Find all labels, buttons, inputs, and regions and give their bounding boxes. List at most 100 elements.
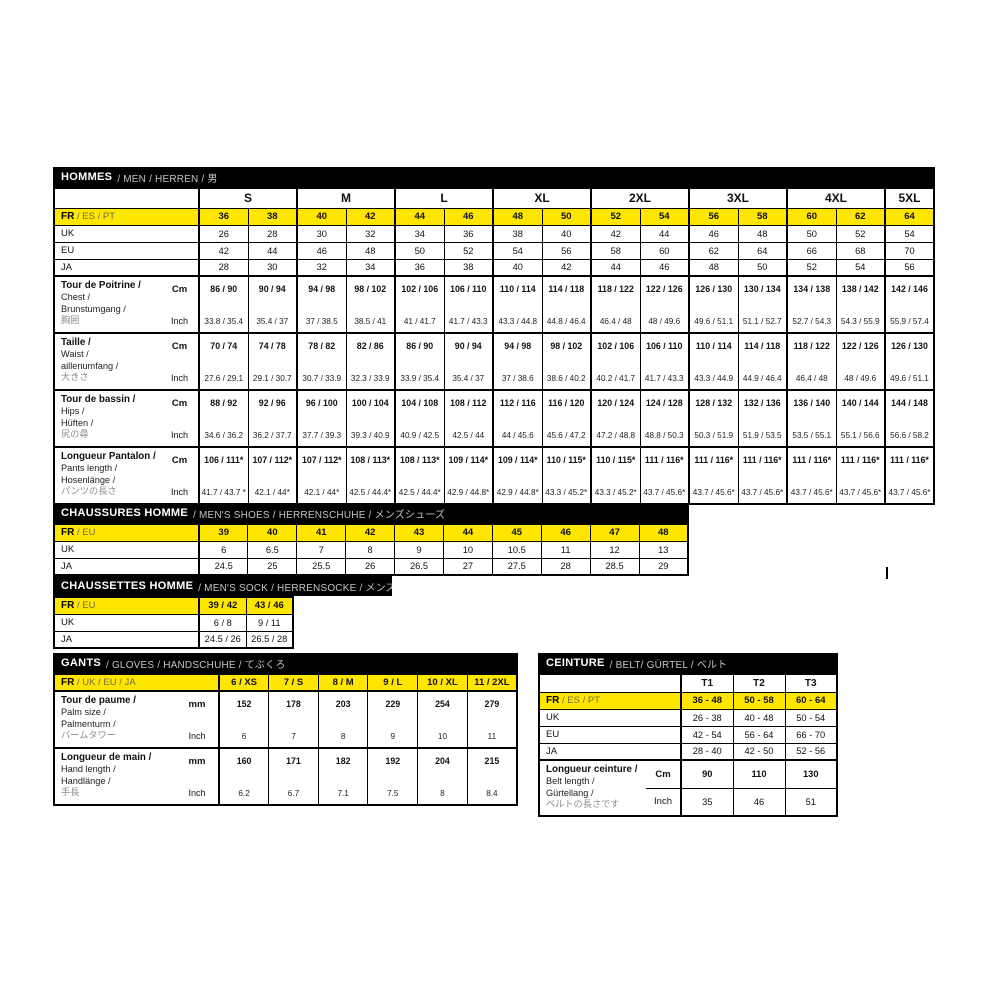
belt-ja-label-cell: JA: [538, 742, 682, 761]
two-line-value: 128 / 132 50.3 / 51.9: [691, 392, 737, 446]
eu-value-cell: 60: [639, 241, 690, 260]
fr-size-cell: 58: [737, 207, 788, 226]
belt-header-bar: CEINTURE / BELT/ GÜRTEL / ベルト: [538, 653, 838, 673]
shoes-value-cell: 12: [589, 540, 640, 559]
top-value: 254: [435, 699, 450, 709]
belt-subtitle: / BELT/ GÜRTEL / ベルト: [609, 659, 728, 671]
bottom-value: 42.9 / 44.8*: [496, 488, 539, 497]
top-value: Cm: [171, 398, 188, 409]
belt-cm-unit-cell: Cm: [646, 759, 682, 789]
glove-size-cell: 7 / S: [268, 673, 319, 692]
bottom-value: 42.5 / 44: [452, 431, 485, 440]
eu-value-cell: 66: [786, 241, 837, 260]
size-group-xl: XL: [492, 187, 592, 209]
fr-label-secondary: / EU: [74, 527, 96, 539]
measure-name-primary: Longueur de main /: [61, 752, 152, 763]
glove-size-cell: 11 / 2XL: [466, 673, 518, 692]
top-value: 110 / 114: [695, 341, 732, 351]
measure-value-cell: 128 / 132 50.3 / 51.9: [688, 389, 739, 448]
two-line-value: 116 / 120 45.6 / 47.2: [544, 392, 590, 446]
two-line-value: 126 / 130 49.6 / 51.1: [691, 278, 737, 332]
eu-value-cell: 42: [198, 241, 249, 260]
measure-row: Longueur Pantalon / Pants length / Hosenlä…: [53, 446, 935, 505]
top-value: 111 / 116*: [694, 455, 734, 465]
glove-value-cell: 215 8.4: [466, 747, 518, 806]
shoes-value-cell: 10.5: [491, 540, 542, 559]
measure-row: Taille / Waist / aillenumfang / 大きさ Cm Inch 70…: [53, 332, 935, 391]
two-line-value: 106 / 111* 41.7 / 43.7 *: [201, 449, 247, 503]
shoes-uk-row: UK 6 6.5 7 8 9 10 10.5 11 12 13: [53, 540, 689, 559]
belt-range-cell: 66 - 70: [784, 725, 838, 744]
two-line-value: 100 / 104 39.3 / 40.9: [348, 392, 394, 446]
glove-value-cell: 152 6: [218, 690, 270, 749]
belt-range-cell: 42 - 54: [680, 725, 734, 744]
top-value: 192: [385, 756, 401, 766]
shoes-fr-row: FR / EU 39 40 41 42 43 44 45 46 47 48: [53, 523, 689, 542]
measure-name-translation: 胸囲: [61, 315, 80, 326]
two-line-value: mm Inch: [177, 750, 217, 804]
two-line-value: 114 / 118 44.9 / 46.4: [740, 335, 786, 389]
top-value: 215: [484, 756, 500, 766]
fr-label-primary: FR: [546, 695, 560, 706]
fr-label-secondary: / ES / PT: [559, 695, 600, 706]
glove-measure-name-cell: Longueur de main / Hand length / Handlänge…: [53, 747, 176, 806]
measure-name: Longueur ceinture / Belt length / Gürtella…: [546, 764, 644, 811]
two-line-value: 178 7: [270, 693, 317, 747]
shoes-ja-label-cell: JA: [53, 557, 200, 576]
belt-fr-es-pt-label-cell: FR / ES / PT: [538, 691, 682, 710]
top-value: 116 / 120: [548, 398, 585, 408]
two-line-value: 118 / 122 46.4 / 48: [593, 278, 639, 332]
uk-label-cell: UK: [53, 224, 200, 243]
bottom-value: 6.7: [287, 789, 300, 798]
measure-value-cell: 111 / 116* 43.7 / 45.6*: [884, 446, 935, 505]
uk-value-cell: 50: [786, 224, 837, 243]
fr-label-secondary: / ES / PT: [74, 211, 115, 222]
size-group-s: S: [198, 187, 298, 209]
hommes-size-table: S M L XL 2XL 3XL 4XL 5XL FR / ES / PT 36 38 40 42 44 4…: [53, 187, 935, 505]
two-line-value: 192 7.5: [369, 750, 416, 804]
measure-value-cell: 110 / 114 43.3 / 44.9: [688, 332, 739, 391]
bottom-value: 48 / 49.6: [844, 374, 877, 383]
measure-name: Tour de bassin / Hips / Hüften / 尻の尋: [61, 394, 159, 441]
socks-size-cell: 43 / 46: [245, 596, 294, 615]
uk-value-cell: 26: [198, 224, 249, 243]
belt-range-cell: 42 - 50: [732, 742, 786, 761]
top-value: 132 / 136: [743, 398, 781, 408]
gloves-section: GANTS / GLOVES / HANDSCHUHE / てぶくろ FR / …: [53, 653, 518, 806]
size-group-row: S M L XL 2XL 3XL 4XL 5XL: [53, 187, 935, 209]
shoes-value-cell: 11: [540, 540, 591, 559]
top-value: 160: [236, 756, 252, 766]
measure-value-cell: 109 / 114* 42.9 / 44.8*: [443, 446, 494, 505]
two-line-value: 136 / 140 53.5 / 55.1: [789, 392, 835, 446]
two-line-value: 112 / 116 44 / 45.6: [495, 392, 541, 446]
fr-label-secondary: / UK / EU / JA: [74, 677, 136, 688]
measure-value-cell: 110 / 114 43.3 / 44.8: [492, 275, 543, 334]
bottom-value: 43.7 / 45.6*: [643, 488, 686, 497]
top-value: 94 / 98: [504, 341, 532, 351]
bottom-value: 51.1 / 52.7: [742, 317, 782, 326]
ja-value-cell: 40: [492, 258, 543, 277]
gloves-measure-row: Longueur de main / Hand length / Handlänge…: [53, 747, 518, 806]
shoes-size-cell: 41: [296, 523, 347, 542]
fr-size-cell: 40: [296, 207, 347, 226]
top-value: 122 / 126: [645, 284, 683, 294]
hommes-title: HOMMES: [61, 171, 113, 183]
bottom-value: 56.6 / 58.2: [890, 431, 929, 440]
top-value: 90 / 94: [258, 284, 286, 294]
two-line-value: 122 / 126 48 / 49.6: [838, 335, 884, 389]
bottom-value: 41.7 / 43.7 *: [201, 488, 246, 497]
measure-value-cell: 120 / 124 47.2 / 48.8: [590, 389, 641, 448]
shoes-value-cell: 26: [345, 557, 396, 576]
top-value: 138 / 142: [841, 284, 879, 294]
shoes-value-cell: 26.5: [394, 557, 444, 576]
eu-value-cell: 70: [884, 241, 935, 260]
fr-label: FR / UK / EU / JA: [61, 677, 217, 688]
bottom-value: 37 / 38.5: [305, 317, 338, 326]
measure-value-cell: 111 / 116* 43.7 / 45.6*: [688, 446, 739, 505]
bottom-value: 43.7 / 45.6*: [692, 488, 735, 497]
ja-value-cell: 28: [198, 258, 249, 277]
top-value: 106 / 110: [646, 341, 683, 351]
top-value: 110 / 115*: [546, 455, 586, 465]
two-line-value: 140 / 144 55.1 / 56.6: [838, 392, 884, 446]
top-value: 144 / 148: [891, 398, 928, 408]
